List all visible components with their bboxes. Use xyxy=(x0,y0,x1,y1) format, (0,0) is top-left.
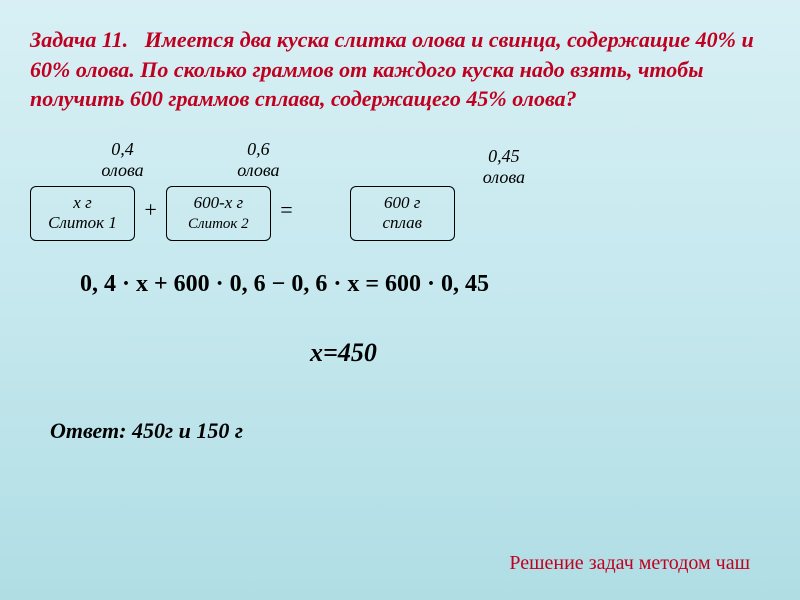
alloy-column: 600 г сплав xyxy=(350,139,455,241)
plus-operator: + xyxy=(143,157,158,223)
alloy-box: 600 г сплав xyxy=(350,186,455,241)
ingot-1-box: х г Слиток 1 xyxy=(30,186,135,241)
problem-text: Имеется два куска слитка олова и свинца,… xyxy=(30,27,754,111)
alloy-concentration: 0,45 олова xyxy=(483,146,525,188)
answer: Ответ: 450г и 150 г xyxy=(50,418,770,444)
problem-label: Задача 11. xyxy=(30,27,128,52)
equals-operator: = xyxy=(279,157,294,223)
alloy-label-column: 0,45 олова xyxy=(483,166,525,213)
problem-statement: Задача 11. Имеется два куска слитка олов… xyxy=(30,25,770,114)
method-note: Решение задач методом чаш xyxy=(509,552,750,575)
ingot-2-column: 0,6 олова 600-х г Слиток 2 xyxy=(166,139,271,241)
equation: 0, 4 · x + 600 · 0, 6 − 0, 6 · x = 600 ·… xyxy=(80,271,770,298)
ingot-1-column: 0,4 олова х г Слиток 1 xyxy=(30,139,135,241)
ingot-1-concentration: 0,4 олова xyxy=(101,139,143,181)
mixture-diagram: 0,4 олова х г Слиток 1 + 0,6 олова 600-х… xyxy=(30,139,770,241)
solution: х=450 xyxy=(310,338,770,368)
ingot-2-concentration: 0,6 олова xyxy=(237,139,279,181)
ingot-2-box: 600-х г Слиток 2 xyxy=(166,186,271,241)
